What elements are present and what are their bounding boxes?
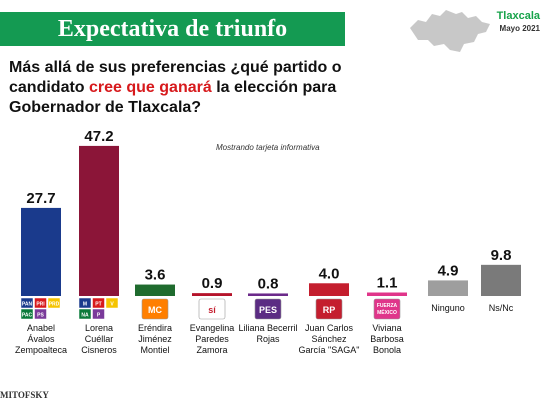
category-label: Evangelina (190, 323, 235, 333)
question-text-start: Más allá de sus preferencias ¿qué partid… (9, 59, 342, 96)
category-label: Zamora (196, 345, 227, 355)
party-logo-text: P (97, 313, 101, 319)
category-label: García "SAGA" (299, 345, 360, 355)
party-logo-text: M (83, 302, 87, 308)
data-label: 4.9 (438, 262, 459, 279)
party-logo-text: PAC (22, 313, 33, 319)
party-logo (92, 297, 105, 309)
chart-bar (309, 283, 349, 296)
category-label: Rojas (256, 334, 280, 344)
chart-bar (248, 293, 288, 296)
chart-bar (367, 292, 407, 296)
data-label: 27.7 (26, 190, 55, 207)
chart-note: Mostrando tarjeta informativa (216, 143, 320, 152)
data-label: 9.8 (491, 247, 512, 264)
party-logo-text: MÉXICO (377, 308, 397, 316)
party-logo (78, 297, 92, 309)
party-logo (92, 308, 105, 320)
data-label: 3.6 (145, 267, 166, 284)
party-logo (105, 297, 119, 309)
party-logo (20, 308, 34, 320)
chart-bar (481, 264, 521, 296)
chart-bar (192, 293, 232, 296)
region-label: Tlaxcala (496, 10, 540, 22)
category-label: Eréndira (138, 323, 172, 333)
party-logo (141, 298, 169, 320)
category-label: Cisneros (81, 345, 117, 355)
category-label: Sánchez (311, 334, 347, 344)
category-label: Ninguno (431, 303, 465, 313)
survey-question: Más allá de sus preferencias ¿qué partid… (9, 58, 369, 118)
party-logo (34, 308, 47, 320)
chart-bar (79, 145, 119, 296)
category-label: Lorena (85, 323, 113, 333)
party-logo-text: PT (95, 302, 101, 308)
data-label: 47.2 (84, 128, 113, 145)
survey-date: Mayo 2021 (499, 24, 540, 33)
party-logo (78, 308, 92, 320)
category-label: Jiménez (138, 334, 172, 344)
party-logo (198, 298, 226, 320)
category-label: Paredes (195, 334, 229, 344)
category-label: Montiel (140, 345, 169, 355)
tlaxcala-map-icon (410, 10, 490, 52)
party-logo-text: PAN (22, 302, 33, 308)
party-logo-text: RP (323, 305, 336, 315)
party-logo (34, 297, 47, 309)
category-label: Cuéllar (85, 334, 114, 344)
party-logo-text: sí (208, 305, 216, 315)
chart-bar (135, 284, 175, 296)
party-logo-text: V (110, 302, 114, 308)
chart-bar (21, 207, 61, 296)
data-label: 0.9 (202, 275, 223, 292)
category-label: Ávalos (27, 334, 55, 344)
party-logo-text: NA (81, 313, 89, 319)
category-label: Juan Carlos (305, 323, 354, 333)
party-logo (47, 297, 61, 309)
data-label: 1.1 (377, 275, 398, 292)
category-label: Anabel (27, 323, 55, 333)
brand-logo: MITOFSKY (0, 390, 49, 400)
party-logo-text: MC (148, 305, 162, 315)
party-logo-text: PRD (49, 302, 60, 308)
party-logo (315, 298, 343, 320)
party-logo-text: PRI (36, 302, 45, 308)
category-label: Bonola (373, 345, 401, 355)
page-title: Expectativa de triunfo (0, 12, 345, 46)
category-label: Barbosa (370, 334, 404, 344)
data-label: 4.0 (319, 265, 340, 282)
question-text-end: la elección para Gobernador de Tlaxcala? (9, 79, 337, 116)
party-logo (373, 298, 401, 320)
party-logo (20, 297, 34, 309)
party-logo (254, 298, 282, 320)
party-logo-text: FUERZA (377, 303, 398, 309)
question-highlight: cree que ganará (89, 79, 212, 96)
category-label: Liliana Becerril (238, 323, 297, 333)
category-label: Ns/Nc (489, 303, 514, 313)
category-label: Viviana (372, 323, 401, 333)
chart-bar (428, 280, 468, 296)
category-label: Zempoalteca (15, 345, 67, 355)
party-logo-text: PS (37, 313, 44, 319)
data-label: 0.8 (258, 275, 279, 292)
party-logo-text: PES (259, 305, 277, 315)
